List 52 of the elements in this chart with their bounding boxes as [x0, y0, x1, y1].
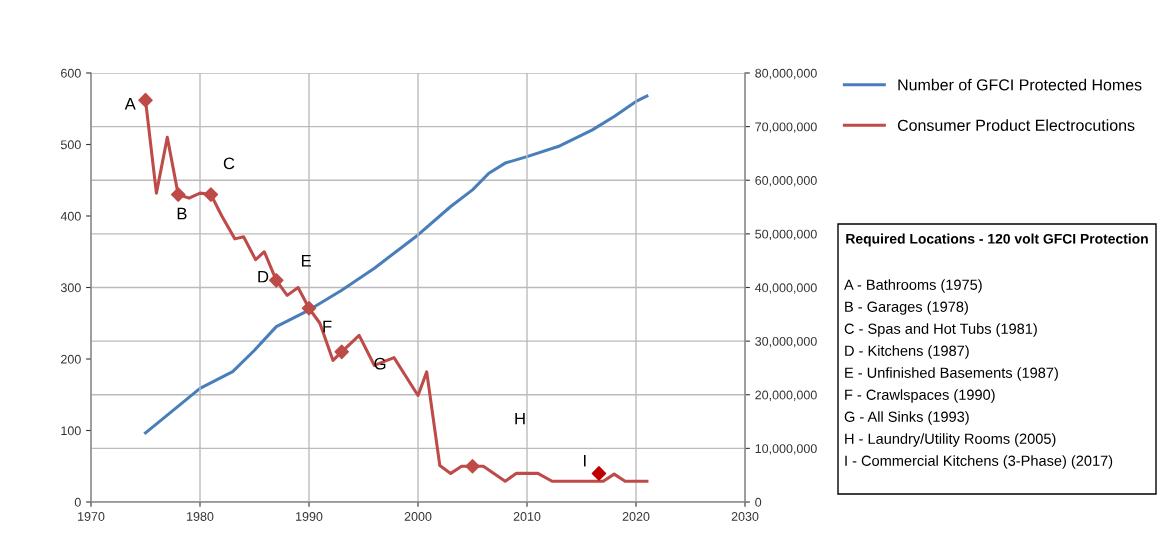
- y-tick-label: 200: [61, 354, 81, 364]
- y2-tick-label: 20,000,000: [755, 390, 817, 401]
- annotation: C: [223, 157, 235, 170]
- text: B - Garages (1978): [845, 301, 968, 315]
- annotation: A: [124, 98, 136, 110]
- y2-tick-label: 80,000,000: [755, 68, 817, 80]
- y-tick-label: 600: [61, 68, 81, 78]
- x-tick-label: 2030: [731, 512, 759, 521]
- legend-label: Consumer Product Electrocutions: [897, 119, 1135, 131]
- x-tick-label: 2010: [513, 512, 541, 521]
- point: [591, 466, 607, 481]
- y2-tick-label: 70,000,000: [755, 122, 817, 133]
- annotation: B: [177, 207, 187, 220]
- text: H - Laundry/Utility Rooms (2005): [845, 433, 1056, 447]
- text: E - Unfinished Basements (1987): [845, 367, 1058, 381]
- text: Required Locations - 120 volt GFCI Protection: [846, 233, 1148, 247]
- y-tick-label: 500: [60, 140, 81, 150]
- text: C - Spas and Hot Tubs (1981): [844, 323, 1037, 337]
- annotation: E: [301, 255, 312, 267]
- text: I - Commercial Kitchens (3-Phase) (2017): [845, 455, 1113, 469]
- text: D - Kitchens (1987): [845, 345, 969, 359]
- annotation: D: [258, 270, 269, 283]
- x-tick-label: 2000: [404, 512, 432, 521]
- x-tick-label: 2020: [622, 512, 650, 521]
- x-tick-label: 1990: [296, 512, 323, 521]
- text: A - Bathrooms (1975): [844, 279, 982, 293]
- y2-tick-label: 30,000,000: [755, 336, 817, 348]
- y2-tick-label: 60,000,000: [755, 176, 817, 187]
- x-tick-label: 1970: [78, 512, 105, 521]
- point: [203, 187, 219, 202]
- y2-tick-label: 0: [755, 497, 762, 507]
- x-tick-label: 1980: [187, 512, 214, 521]
- annotation: G: [374, 357, 386, 370]
- text: G - All Sinks (1993): [844, 411, 969, 425]
- point: [138, 92, 153, 108]
- point: [170, 187, 186, 202]
- point: [465, 458, 480, 474]
- annotation: I: [583, 454, 586, 467]
- point: [269, 273, 284, 288]
- point: [301, 300, 317, 316]
- legend-label: Number of GFCI Protected Homes: [898, 78, 1142, 91]
- text: F - Crawlspaces (1990): [845, 389, 995, 403]
- y2-tick-label: 40,000,000: [755, 283, 817, 294]
- annotation: H: [515, 412, 525, 425]
- y-tick-label: 300: [60, 283, 81, 293]
- y-tick-label: 400: [60, 211, 81, 221]
- y-tick-label: 0: [74, 497, 81, 507]
- point: [334, 344, 349, 360]
- y-tick-label: 100: [61, 426, 81, 436]
- annotation: F: [323, 320, 332, 333]
- y2-tick-label: 10,000,000: [755, 444, 817, 455]
- y2-tick-label: 50,000,000: [755, 229, 817, 240]
